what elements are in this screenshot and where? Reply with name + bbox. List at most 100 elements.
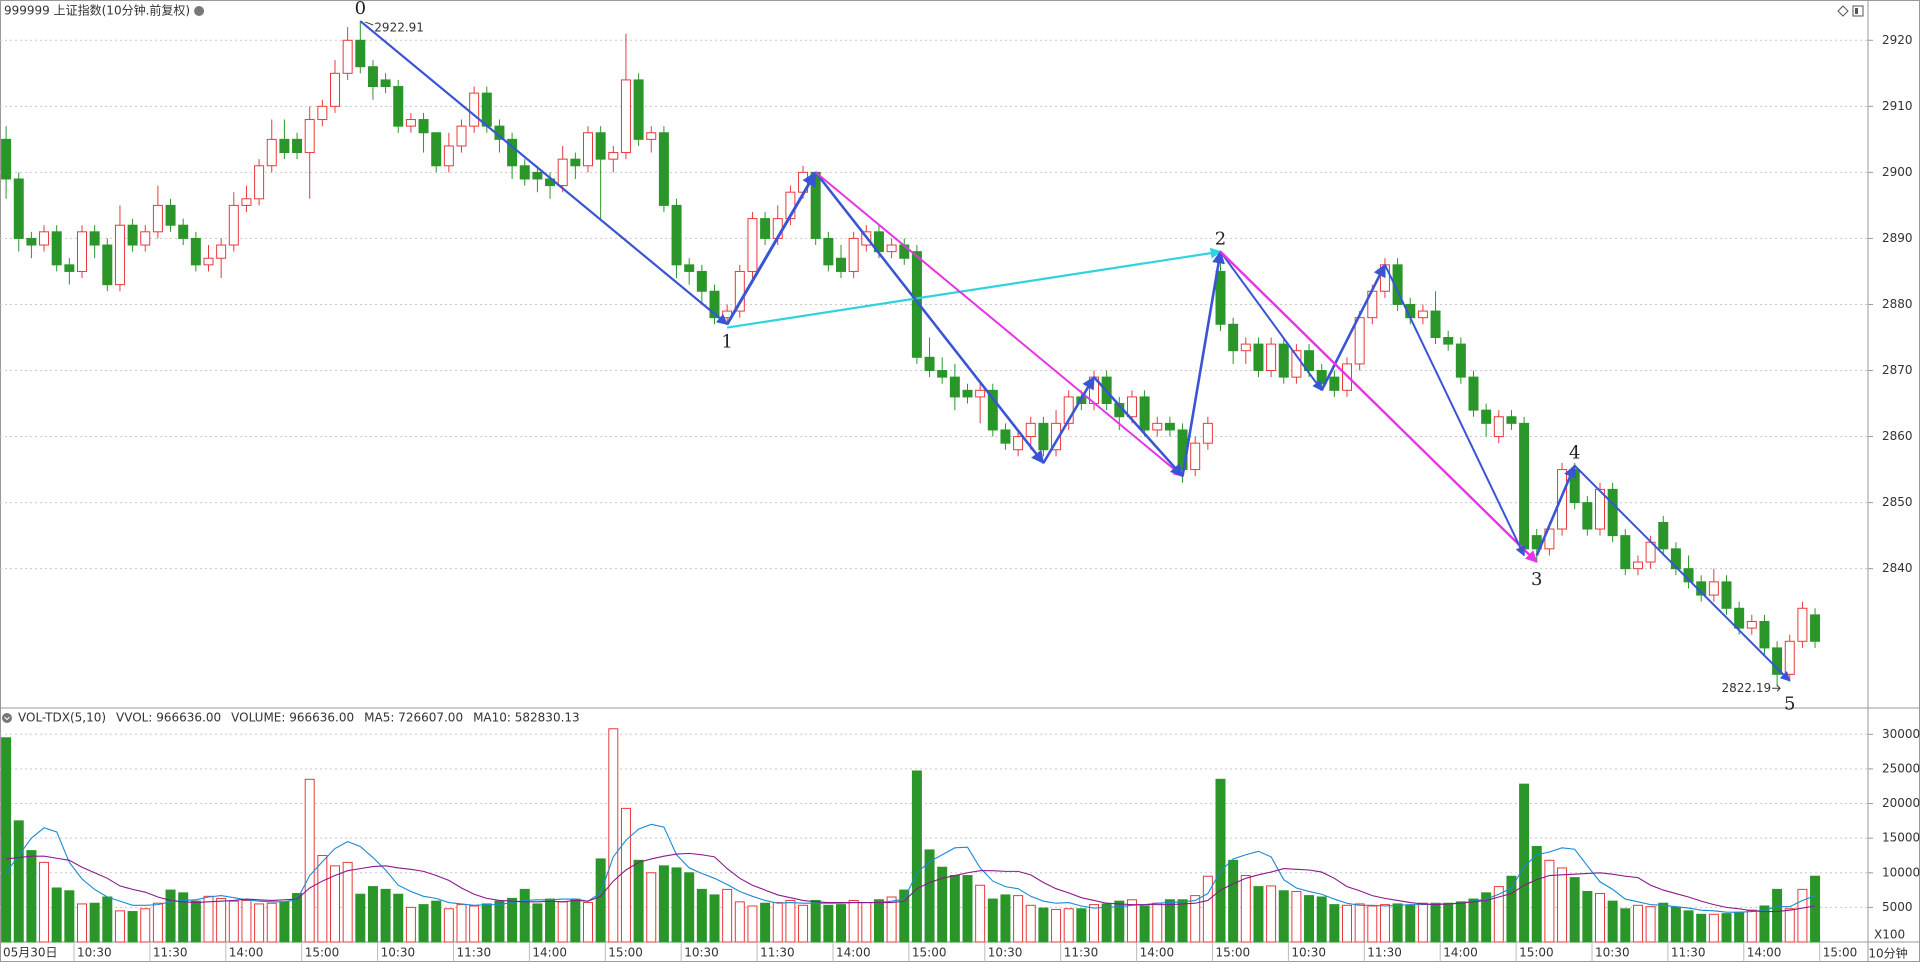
candle-body [987, 389, 998, 431]
y-tick-label: 2870 [1882, 363, 1913, 377]
high-pointer [365, 21, 374, 26]
y-tick-label: 2850 [1882, 495, 1913, 509]
volume-bar [190, 900, 201, 943]
volume-bar [1126, 899, 1137, 943]
volume-bar [747, 905, 758, 943]
volume-bar [1569, 877, 1580, 943]
volume-bar [152, 902, 163, 943]
x-tick-label: 11:30 [1367, 946, 1402, 960]
wave-line [1384, 264, 1526, 557]
candle-body [734, 270, 745, 312]
candle-body [456, 125, 467, 147]
candle-body [355, 39, 366, 68]
candle-body [608, 152, 619, 160]
candle-body [342, 39, 353, 74]
volume-bar [114, 910, 125, 943]
y-tick-label: 30000 [1882, 727, 1920, 741]
candle-body [696, 270, 707, 292]
volume-bar [1405, 904, 1416, 943]
volume-bar [1379, 904, 1390, 943]
volume-bar [1240, 875, 1251, 943]
volume-bar [1177, 899, 1188, 943]
x-tick-label: 11:30 [1671, 946, 1706, 960]
x-tick-label: 14:00 [836, 946, 871, 960]
volume-bar [1708, 913, 1719, 943]
volume-bar [671, 867, 682, 943]
x-tick-label: 11:30 [457, 946, 492, 960]
candle-body [709, 290, 720, 319]
x-tick-label: 15:00 [1823, 946, 1858, 960]
x-tick-label: 15:00 [1216, 946, 1251, 960]
pivot-label: 5 [1784, 693, 1795, 714]
x-tick-label: 15:00 [912, 946, 947, 960]
volume-bar [140, 908, 151, 943]
volume-bar [481, 903, 492, 943]
candle-body [1810, 614, 1821, 642]
volume-bar [570, 898, 581, 943]
candle-body [152, 204, 163, 233]
top-icons [1837, 5, 1864, 17]
volume-bar [1202, 875, 1213, 943]
candle-body [127, 224, 138, 246]
x-tick-label: 14:00 [229, 946, 264, 960]
wave-line [725, 171, 817, 326]
candle-body [949, 376, 960, 398]
y-tick-label: 10000 [1882, 865, 1920, 879]
volume-bar [443, 908, 454, 943]
candle-body [937, 370, 948, 378]
candle-body [1708, 581, 1719, 596]
volume-bar [393, 893, 404, 943]
volume-bar [1266, 885, 1277, 943]
candle-body [51, 231, 62, 266]
x-tick-label: 11:30 [760, 946, 795, 960]
volume-bar [1645, 906, 1656, 943]
volume-bar [1025, 904, 1036, 943]
volume-bar [848, 899, 859, 943]
legend-entry: VOLUME: 966636.00 [231, 711, 354, 725]
candle-body [1202, 422, 1213, 444]
wave-line [1219, 251, 1323, 392]
volume-bar [709, 894, 720, 943]
volume-bar [279, 901, 290, 943]
candle-body [1215, 270, 1226, 325]
volume-bar [1493, 886, 1504, 943]
pivot-label: 4 [1569, 443, 1580, 464]
volume-bar [1076, 908, 1087, 943]
candle-body [507, 138, 518, 167]
candle-body [228, 204, 239, 246]
candle-body [1721, 581, 1732, 609]
volume-bar [342, 861, 353, 943]
menu-icon [194, 6, 205, 16]
volume-bar [899, 889, 910, 943]
candle-body [481, 92, 492, 127]
candle-body [1278, 343, 1289, 378]
volume-bar [583, 902, 593, 943]
candle-body [140, 231, 151, 246]
candle-body [975, 389, 986, 398]
volume-bar [405, 906, 416, 943]
candle-body [1455, 343, 1466, 378]
volume-bar [949, 875, 960, 943]
volume-bar [317, 854, 328, 943]
volume-bar [608, 728, 619, 943]
volume-bar [1114, 900, 1125, 943]
unit-label: X100 [1874, 928, 1905, 942]
volume-bar [1468, 898, 1479, 943]
candle-body [1734, 607, 1745, 629]
volume-bar [431, 900, 442, 943]
volume-bar [861, 902, 872, 943]
volume-bar [254, 903, 265, 943]
wave-line [814, 171, 1045, 464]
candle-body [1506, 416, 1517, 424]
volume-bar [203, 895, 214, 943]
candle-body [1240, 343, 1251, 352]
y-tick-label: 2840 [1882, 561, 1913, 575]
candle-body [1582, 502, 1593, 530]
y-tick-label: 2860 [1882, 429, 1913, 443]
volume-bar [1670, 906, 1681, 943]
pivot-label: 2 [1215, 229, 1226, 250]
candle-body [1772, 647, 1783, 675]
candle-body [241, 198, 252, 206]
y-tick-label: 20000 [1882, 796, 1920, 810]
wave-line [359, 20, 728, 326]
